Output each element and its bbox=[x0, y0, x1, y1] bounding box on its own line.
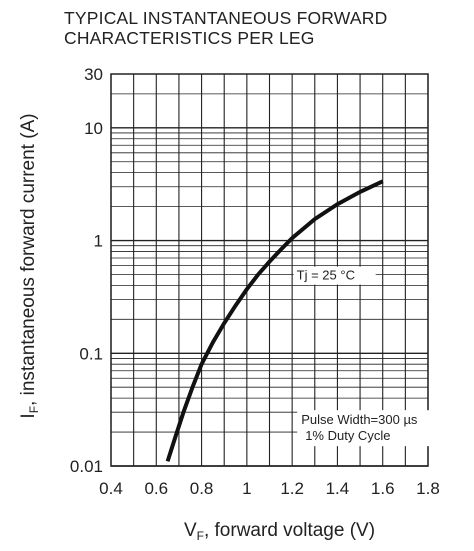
chart-title-line-2: CHARACTERISTICS PER LEG bbox=[64, 28, 315, 48]
x-tick-label: 0.4 bbox=[99, 479, 123, 498]
x-tick-label: 1 bbox=[242, 479, 251, 498]
y-axis-label-rest: , instantaneous forward current (A) bbox=[18, 113, 39, 406]
y-tick-label: 10 bbox=[84, 119, 103, 138]
plot-frame bbox=[110, 73, 429, 467]
annotations: Tj = 25 °C Pulse Width=300 µs 1% Duty Cy… bbox=[293, 266, 432, 447]
x-tick-label: 1.2 bbox=[280, 479, 304, 498]
duty-cycle-label: 1% Duty Cycle bbox=[305, 428, 390, 443]
pulse-label-background bbox=[297, 410, 432, 447]
x-tick-labels: 0.4 0.6 0.8 1 1.2 1.4 1.6 1.8 bbox=[99, 479, 440, 498]
x-tick-label: 1.4 bbox=[326, 479, 350, 498]
forward-characteristic-curve bbox=[165, 179, 384, 462]
chart-title-line-1: TYPICAL INSTANTANEOUS FORWARD bbox=[64, 8, 388, 28]
pulse-width-label: Pulse Width=300 µs bbox=[301, 412, 418, 427]
x-tick-label: 1.8 bbox=[416, 479, 440, 498]
x-axis-label: VF, forward voltage (V) bbox=[184, 520, 375, 543]
x-tick-label: 0.8 bbox=[190, 479, 214, 498]
x-axis-label-rest: , forward voltage (V) bbox=[204, 520, 375, 541]
tj-label: Tj = 25 °C bbox=[297, 268, 355, 283]
chart-title: TYPICAL INSTANTANEOUS FORWARD CHARACTERI… bbox=[64, 8, 387, 48]
y-axis-label-subscript: F bbox=[27, 406, 41, 413]
y-axis-label: IF, instantaneous forward current (A) bbox=[18, 113, 41, 418]
x-axis-label-main: V bbox=[184, 520, 197, 541]
y-tick-label: 1 bbox=[94, 232, 103, 251]
y-tick-labels: 0.01 0.1 1 10 30 bbox=[70, 65, 103, 476]
x-tick-label: 1.6 bbox=[371, 479, 395, 498]
y-tick-label: 0.1 bbox=[79, 344, 103, 363]
x-tick-label: 0.6 bbox=[144, 479, 168, 498]
tj-label-background bbox=[293, 266, 376, 285]
x-axis-label-subscript: F bbox=[197, 529, 204, 543]
y-tick-label: 0.01 bbox=[70, 457, 103, 476]
y-axis-label-main: I bbox=[18, 413, 39, 418]
y-tick-label: 30 bbox=[84, 65, 103, 84]
